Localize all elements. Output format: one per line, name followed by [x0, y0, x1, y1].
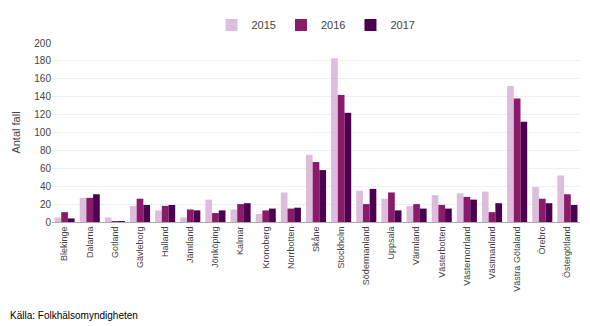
svg-text:Blekinge: Blekinge: [59, 227, 69, 262]
svg-text:20: 20: [40, 199, 52, 210]
svg-text:Jönköping: Jönköping: [210, 227, 220, 268]
svg-text:Örebro: Örebro: [537, 227, 547, 255]
svg-text:Kronoberg: Kronoberg: [261, 227, 271, 269]
svg-text:Antal fall: Antal fall: [10, 111, 22, 153]
svg-text:0: 0: [45, 217, 51, 228]
svg-text:200: 200: [34, 38, 51, 49]
svg-text:Halland: Halland: [160, 227, 170, 258]
svg-text:Västernorrland: Västernorrland: [462, 227, 472, 286]
svg-text:140: 140: [34, 91, 51, 102]
svg-text:2016: 2016: [321, 19, 345, 31]
svg-text:Källa: Folkhälsomyndigheten: Källa: Folkhälsomyndigheten: [10, 310, 138, 321]
svg-text:Västerbotten: Västerbotten: [437, 227, 447, 278]
svg-text:100: 100: [34, 127, 51, 138]
svg-text:2017: 2017: [390, 19, 414, 31]
svg-text:Skåne: Skåne: [311, 227, 321, 253]
svg-text:Södermanland: Södermanland: [361, 227, 371, 286]
svg-text:120: 120: [34, 109, 51, 120]
svg-text:Gävleborg: Gävleborg: [135, 227, 145, 269]
svg-text:160: 160: [34, 73, 51, 84]
svg-text:Västra Götaland: Västra Götaland: [512, 227, 522, 292]
svg-text:180: 180: [34, 55, 51, 66]
svg-text:80: 80: [40, 145, 52, 156]
svg-text:Uppsala: Uppsala: [386, 227, 396, 260]
svg-text:Gotland: Gotland: [110, 227, 120, 259]
svg-text:Västmanland: Västmanland: [487, 227, 497, 280]
svg-text:Norrbotten: Norrbotten: [286, 227, 296, 270]
svg-text:Jämtland: Jämtland: [185, 227, 195, 264]
svg-text:Stockholm: Stockholm: [336, 227, 346, 269]
svg-text:Dalarna: Dalarna: [85, 227, 95, 259]
svg-text:Värmland: Värmland: [411, 227, 421, 266]
svg-text:Kalmar: Kalmar: [235, 227, 245, 256]
svg-text:Östergötland: Östergötland: [562, 227, 572, 279]
svg-text:60: 60: [40, 163, 52, 174]
svg-text:40: 40: [40, 181, 52, 192]
svg-text:2015: 2015: [252, 19, 276, 31]
